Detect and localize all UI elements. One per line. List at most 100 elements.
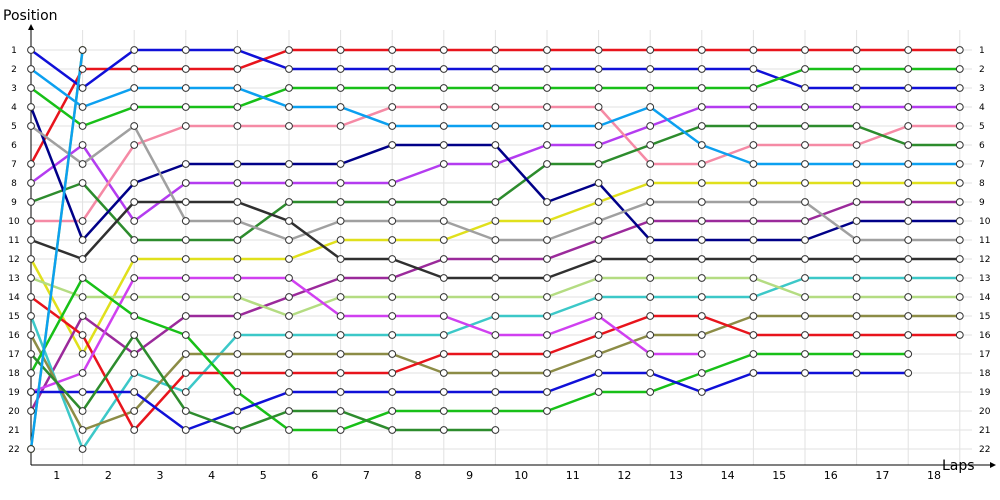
right-tick-label: 16 [979,331,991,341]
series-point [78,255,87,263]
grid-lines [30,30,972,465]
right-tick-label: 20 [979,407,991,417]
series-point [181,312,190,320]
series-point [904,179,913,187]
series-point [388,274,397,282]
series-point [27,312,35,320]
series-point [439,84,448,92]
series-point [955,331,964,339]
series-point [130,350,139,358]
series-point [697,274,706,282]
series-point [491,160,500,168]
series-point [697,350,706,358]
series-point [233,312,242,320]
y-tick-label: 21 [8,426,19,436]
series-point [491,65,500,73]
series-point [904,65,913,73]
series-line [29,276,909,432]
series-point [78,293,87,301]
series-point [491,141,500,149]
series-point [336,179,345,187]
series-point [749,65,758,73]
series-point [594,46,603,54]
series-point [27,217,35,225]
series-point [491,103,500,111]
series-point [955,103,964,111]
series-point [491,293,500,301]
series-point [491,274,500,282]
series-point [233,369,242,377]
series-point [27,65,35,73]
series-point [749,198,758,206]
series-point [801,255,809,263]
series-point [181,84,190,92]
series-point [955,160,964,168]
series-point [78,331,87,339]
series-point [233,217,242,225]
x-tick-label: 9 [466,469,473,482]
series-point [78,312,87,320]
series-point [594,179,603,187]
series-point [697,46,706,54]
series-point [852,369,861,377]
series-point [439,122,448,130]
series-point [594,141,603,149]
series-point [646,103,655,111]
series-point [233,350,242,358]
series-point [904,293,913,301]
series-point [697,103,706,111]
right-tick-label: 3 [979,84,985,94]
series-point [388,46,397,54]
series-line [30,333,496,432]
right-tick-label: 9 [979,198,985,208]
series-point [801,179,809,187]
series-point [697,236,706,244]
right-tick-label: 7 [979,160,985,170]
y-tick-label: 16 [8,331,20,341]
series-point [852,103,861,111]
series-point [285,293,293,301]
series-point [543,274,551,282]
right-tick-label: 22 [979,445,990,455]
series-point [181,179,190,187]
series-point [285,236,293,244]
series-point [852,141,861,149]
series-point [543,312,551,320]
series-point [955,255,964,263]
series-point [491,217,500,225]
series-point [646,274,655,282]
y-tick-label: 4 [11,103,17,113]
series-point [388,312,397,320]
series-point [439,312,448,320]
y-tick-label: 12 [8,255,19,265]
series-point [904,160,913,168]
series-point [285,122,293,130]
x-axis-arrow [990,462,996,468]
series-point [336,293,345,301]
series-point [904,331,913,339]
series-point [130,46,139,54]
series-point [852,331,861,339]
series-point [646,217,655,225]
series-point [439,293,448,301]
series-point [801,122,809,130]
series-point [181,407,190,415]
series-point [543,255,551,263]
series-point [336,369,345,377]
series-point [697,141,706,149]
right-tick-label: 2 [979,65,985,75]
x-tick-label: 16 [824,469,838,482]
series-point [336,84,345,92]
series-point [543,103,551,111]
series-point [749,217,758,225]
series-point [439,331,448,339]
series-point [130,217,139,225]
series-point [955,122,964,130]
series-point [336,407,345,415]
right-tick-label: 18 [979,369,991,379]
series-point [181,217,190,225]
series-point [181,293,190,301]
y-tick-label: 22 [8,445,19,455]
x-tick-label: 4 [208,469,215,482]
series-point [801,369,809,377]
